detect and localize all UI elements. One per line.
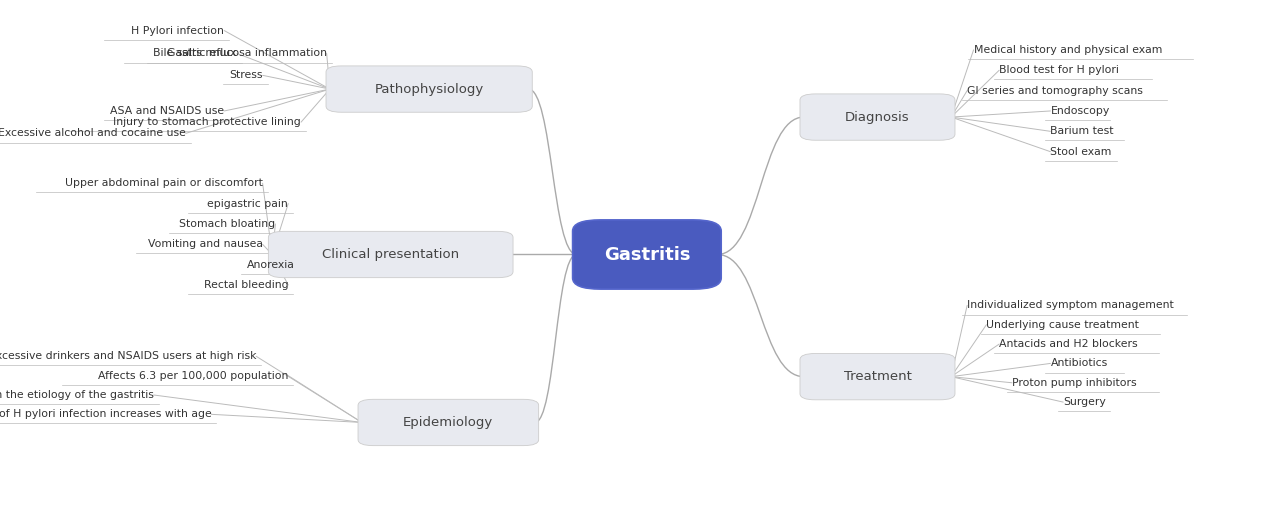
Text: Pathophysiology: Pathophysiology [374, 82, 484, 96]
Text: Epidemiology: Epidemiology [404, 416, 493, 429]
Text: Injury to stomach protective lining: Injury to stomach protective lining [113, 117, 301, 127]
Text: Antibiotics: Antibiotics [1050, 358, 1108, 369]
Text: Treatment: Treatment [844, 370, 911, 383]
Text: Rectal bleeding: Rectal bleeding [204, 280, 288, 290]
Text: Stomach bloating: Stomach bloating [179, 219, 275, 229]
Text: epigastric pain: epigastric pain [208, 199, 288, 209]
Text: Bile salts reflux: Bile salts reflux [154, 48, 237, 59]
FancyBboxPatch shape [357, 399, 538, 446]
Text: Blood test for H pylori: Blood test for H pylori [999, 65, 1120, 75]
Text: Barium test: Barium test [1050, 126, 1114, 136]
FancyBboxPatch shape [799, 353, 956, 400]
Text: Affects 6.3 per 100,000 population: Affects 6.3 per 100,000 population [97, 371, 288, 381]
Text: Anorexia: Anorexia [247, 260, 295, 270]
FancyBboxPatch shape [799, 94, 956, 140]
Text: Morbidity and mortality is dependent on the etiology of the gastritis: Morbidity and mortality is dependent on … [0, 390, 154, 400]
Text: Underlying cause treatment: Underlying cause treatment [986, 320, 1139, 330]
Text: Incidence of H pylori infection increases with age: Incidence of H pylori infection increase… [0, 409, 211, 419]
Text: Endoscopy: Endoscopy [1050, 106, 1109, 116]
FancyBboxPatch shape [573, 220, 721, 289]
Text: Clinical presentation: Clinical presentation [322, 248, 460, 261]
Text: Antacids and H2 blockers: Antacids and H2 blockers [999, 339, 1138, 349]
Text: Stress: Stress [229, 70, 263, 80]
Text: Gastritis: Gastritis [603, 245, 690, 264]
Text: Diagnosis: Diagnosis [845, 110, 910, 124]
Text: Medical history and physical exam: Medical history and physical exam [974, 45, 1162, 55]
Text: Vomiting and nausea: Vomiting and nausea [147, 239, 263, 249]
Text: Excessive drinkers and NSAIDS users at high risk: Excessive drinkers and NSAIDS users at h… [0, 351, 256, 361]
FancyBboxPatch shape [269, 232, 512, 278]
FancyBboxPatch shape [325, 66, 533, 112]
Text: ASA and NSAIDS use: ASA and NSAIDS use [110, 106, 224, 116]
Text: Stool exam: Stool exam [1050, 147, 1112, 157]
Text: Individualized symptom management: Individualized symptom management [967, 300, 1173, 310]
Text: Gastric mucosa inflammation: Gastric mucosa inflammation [167, 48, 327, 59]
Text: H Pylori infection: H Pylori infection [131, 25, 224, 36]
Text: GI series and tomography scans: GI series and tomography scans [967, 86, 1143, 96]
Text: Excessive alcohol and cocaine use: Excessive alcohol and cocaine use [0, 128, 186, 138]
Text: Proton pump inhibitors: Proton pump inhibitors [1012, 378, 1136, 388]
Text: Upper abdominal pain or discomfort: Upper abdominal pain or discomfort [65, 178, 263, 188]
Text: Surgery: Surgery [1063, 397, 1106, 407]
